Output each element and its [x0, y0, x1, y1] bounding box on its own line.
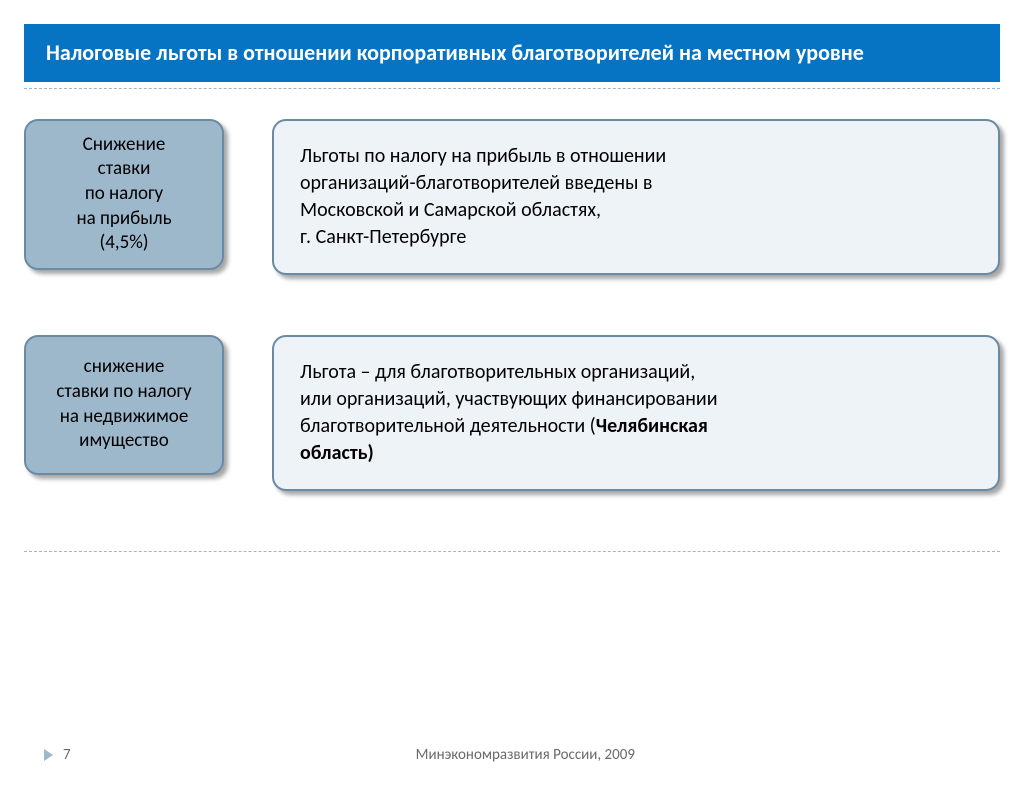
lb2-line4: имущество [38, 429, 210, 454]
lb1-line5: (4,5%) [38, 231, 210, 256]
rb1-line3: Московской и Самарской областях, [300, 197, 972, 224]
rb2-line1: Льгота – для благотворительных организац… [300, 359, 972, 386]
lb1-line1: Снижение [38, 133, 210, 158]
lb1-line3: по налогу [38, 182, 210, 207]
row-1: Снижение ставки по налогу на прибыль (4,… [24, 119, 1000, 275]
row-2: снижение ставки по налогу на недвижимое … [24, 335, 1000, 491]
rb2-line3-pre: благотворительной деятельности ( [300, 414, 596, 438]
rb2-line2: или организаций, участвующих финансирова… [300, 386, 972, 413]
footer-row: 7 Минэкономразвития России, 2009 [34, 746, 990, 764]
left-box-2: снижение ставки по налогу на недвижимое … [24, 335, 224, 475]
content: Снижение ставки по налогу на прибыль (4,… [0, 89, 1024, 491]
page-title: Налоговые льготы в отношении корпоративн… [46, 38, 978, 68]
lb2-line3: на недвижимое [38, 405, 210, 430]
rb2-line3-bold: Челябинская [596, 414, 708, 438]
footer: 7 Минэкономразвития России, 2009 [0, 746, 1024, 764]
rb1-line4: г. Санкт-Петербурге [300, 224, 972, 251]
rb2-line4: область) [300, 440, 972, 467]
right-box-1: Льготы по налогу на прибыль в отношении … [272, 119, 1000, 275]
right-box-2: Льгота – для благотворительных организац… [272, 335, 1000, 491]
rb2-line3: благотворительной деятельности (Челябинс… [300, 413, 972, 440]
left-box-2-label: снижение ставки по налогу на недвижимое … [38, 355, 210, 454]
rb1-line1: Льготы по налогу на прибыль в отношении [300, 143, 972, 170]
footer-org-text: Минэкономразвития России, 2009 [71, 746, 980, 764]
divider-bottom [24, 551, 1000, 552]
lb1-line2: ставки [38, 157, 210, 182]
lb1-line4: на прибыль [38, 207, 210, 232]
left-box-1-label: Снижение ставки по налогу на прибыль (4,… [38, 133, 210, 256]
lb2-line1: снижение [38, 355, 210, 380]
page-number: 7 [63, 746, 71, 764]
rb1-line2: организаций-благотворителей введены в [300, 170, 972, 197]
page-marker-icon [44, 749, 53, 761]
left-box-1: Снижение ставки по налогу на прибыль (4,… [24, 119, 224, 270]
rb2-line4-bold: область) [300, 441, 374, 465]
title-bar: Налоговые льготы в отношении корпоративн… [24, 24, 1000, 82]
lb2-line2: ставки по налогу [38, 380, 210, 405]
